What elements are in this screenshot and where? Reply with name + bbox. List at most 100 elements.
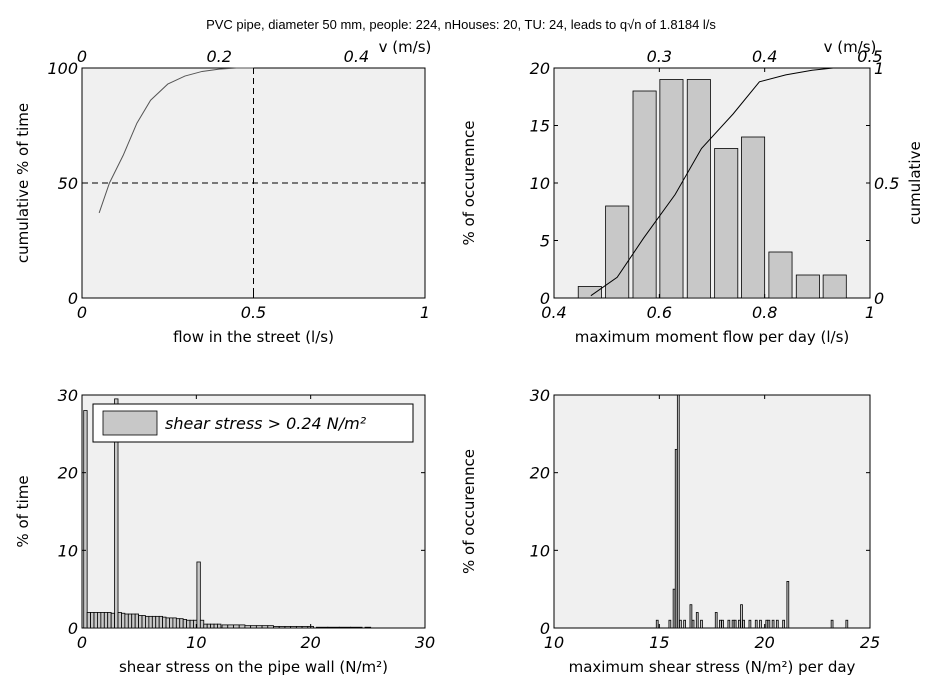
histogram-bar (655, 619, 659, 629)
histogram-bar (261, 625, 269, 629)
top-tick-label: 0 (77, 47, 87, 66)
histogram-bar (97, 612, 102, 629)
histogram-bar (632, 90, 657, 299)
panel-shear-stress: 0 10 20 30 0 10 20 30 shear stress on the pipe w… (14, 386, 435, 676)
y-axis-label: % of occurennce (460, 121, 478, 246)
histogram-bar (738, 619, 741, 629)
histogram-bar (221, 624, 229, 629)
x-axis-label: maximum moment flow per day (l/s) (575, 328, 850, 346)
histogram-bar (727, 619, 731, 629)
y-right-tick-label: 1 (874, 59, 884, 78)
y-tick-label: 0 (540, 619, 550, 638)
x-tick-label: 0.6 (647, 303, 672, 322)
histogram-bar (327, 626, 340, 629)
histogram-bar (238, 624, 246, 629)
histogram-bar (350, 626, 363, 629)
y-tick-label: 10 (530, 174, 550, 193)
histogram-bar (741, 136, 766, 299)
histogram-bar (795, 274, 820, 299)
histogram-bar (295, 626, 303, 629)
plot-area (553, 67, 871, 299)
y-tick-label: 30 (58, 386, 78, 405)
y-tick-label: 20 (58, 464, 78, 483)
y-right-axis-label: cumulative (906, 141, 924, 224)
x-axis-label: flow in the street (l/s) (173, 328, 334, 346)
histogram-bar (700, 619, 703, 629)
histogram-bar (759, 619, 762, 629)
histogram-bar (771, 619, 775, 629)
histogram-bar (672, 588, 676, 629)
y-tick-label: 0 (540, 289, 550, 308)
x-tick-label: 0 (77, 303, 87, 322)
histogram-bar (577, 286, 602, 299)
plot-area (553, 394, 871, 629)
histogram-bar (830, 619, 834, 629)
x-tick-label: 20 (300, 633, 320, 652)
histogram-bar (742, 619, 745, 629)
top-axis-label: v (m/s) (824, 38, 877, 56)
histogram-bar (679, 619, 682, 629)
histogram-bar (676, 394, 680, 629)
y-axis-label: % of time (14, 475, 32, 547)
histogram-bar (689, 604, 693, 629)
histogram-bar (674, 448, 678, 629)
histogram-bar (158, 615, 164, 629)
histogram-bar (210, 623, 215, 629)
histogram-bar (714, 148, 739, 299)
y-tick-label: 20 (530, 464, 550, 483)
histogram-bar (162, 616, 167, 629)
histogram-bar (244, 625, 252, 629)
y-tick-label: 0 (68, 619, 78, 638)
histogram-bar (138, 615, 143, 629)
top-tick-label: 0.2 (206, 47, 231, 66)
histogram-bar (768, 251, 793, 299)
histogram-bar (203, 623, 208, 629)
histogram-bar (127, 613, 133, 629)
x-tick-label: 1 (865, 303, 875, 322)
histogram-bar (315, 626, 329, 629)
histogram-bar (719, 619, 722, 629)
histogram-bar (338, 626, 352, 629)
histogram-bar (691, 619, 695, 629)
top-tick-label: 0.4 (344, 47, 369, 66)
x-tick-label: 30 (415, 633, 435, 652)
histogram-bar (151, 615, 157, 629)
histogram-bar (255, 625, 263, 629)
histogram-bar (695, 612, 699, 629)
histogram-bar (733, 619, 737, 629)
histogram-bar (206, 623, 212, 629)
x-tick-label: 20 (754, 633, 774, 652)
y-right-tick-label: 0 (874, 289, 884, 308)
histogram-bar (605, 205, 630, 299)
histogram-bar (748, 619, 752, 629)
histogram-bar (668, 619, 672, 629)
histogram-bar (182, 619, 188, 629)
legend-label: shear stress > 0.24 N/m² (165, 414, 367, 433)
x-tick-label: 0 (77, 633, 87, 652)
histogram-bar (767, 619, 771, 629)
histogram-bar (250, 625, 257, 629)
histogram-bar (217, 623, 222, 629)
histogram-bar (659, 79, 684, 299)
histogram-bar (775, 619, 779, 629)
histogram-bar (740, 604, 743, 629)
y-tick-label: 30 (530, 386, 550, 405)
x-tick-label: 1 (420, 303, 430, 322)
histogram-bar (290, 626, 297, 629)
y-tick-label: 10 (530, 541, 550, 560)
histogram-bar (124, 613, 129, 629)
x-tick-label: 0.8 (752, 303, 777, 322)
histogram-bar (686, 79, 711, 299)
histogram-bar (721, 619, 724, 629)
histogram-bar (100, 612, 105, 629)
histogram-bar (103, 612, 109, 629)
histogram-bar (93, 612, 98, 629)
histogram-bar (822, 274, 847, 299)
histogram-bar (145, 615, 150, 629)
histogram-bar (233, 624, 240, 629)
histogram-bar (110, 612, 115, 629)
